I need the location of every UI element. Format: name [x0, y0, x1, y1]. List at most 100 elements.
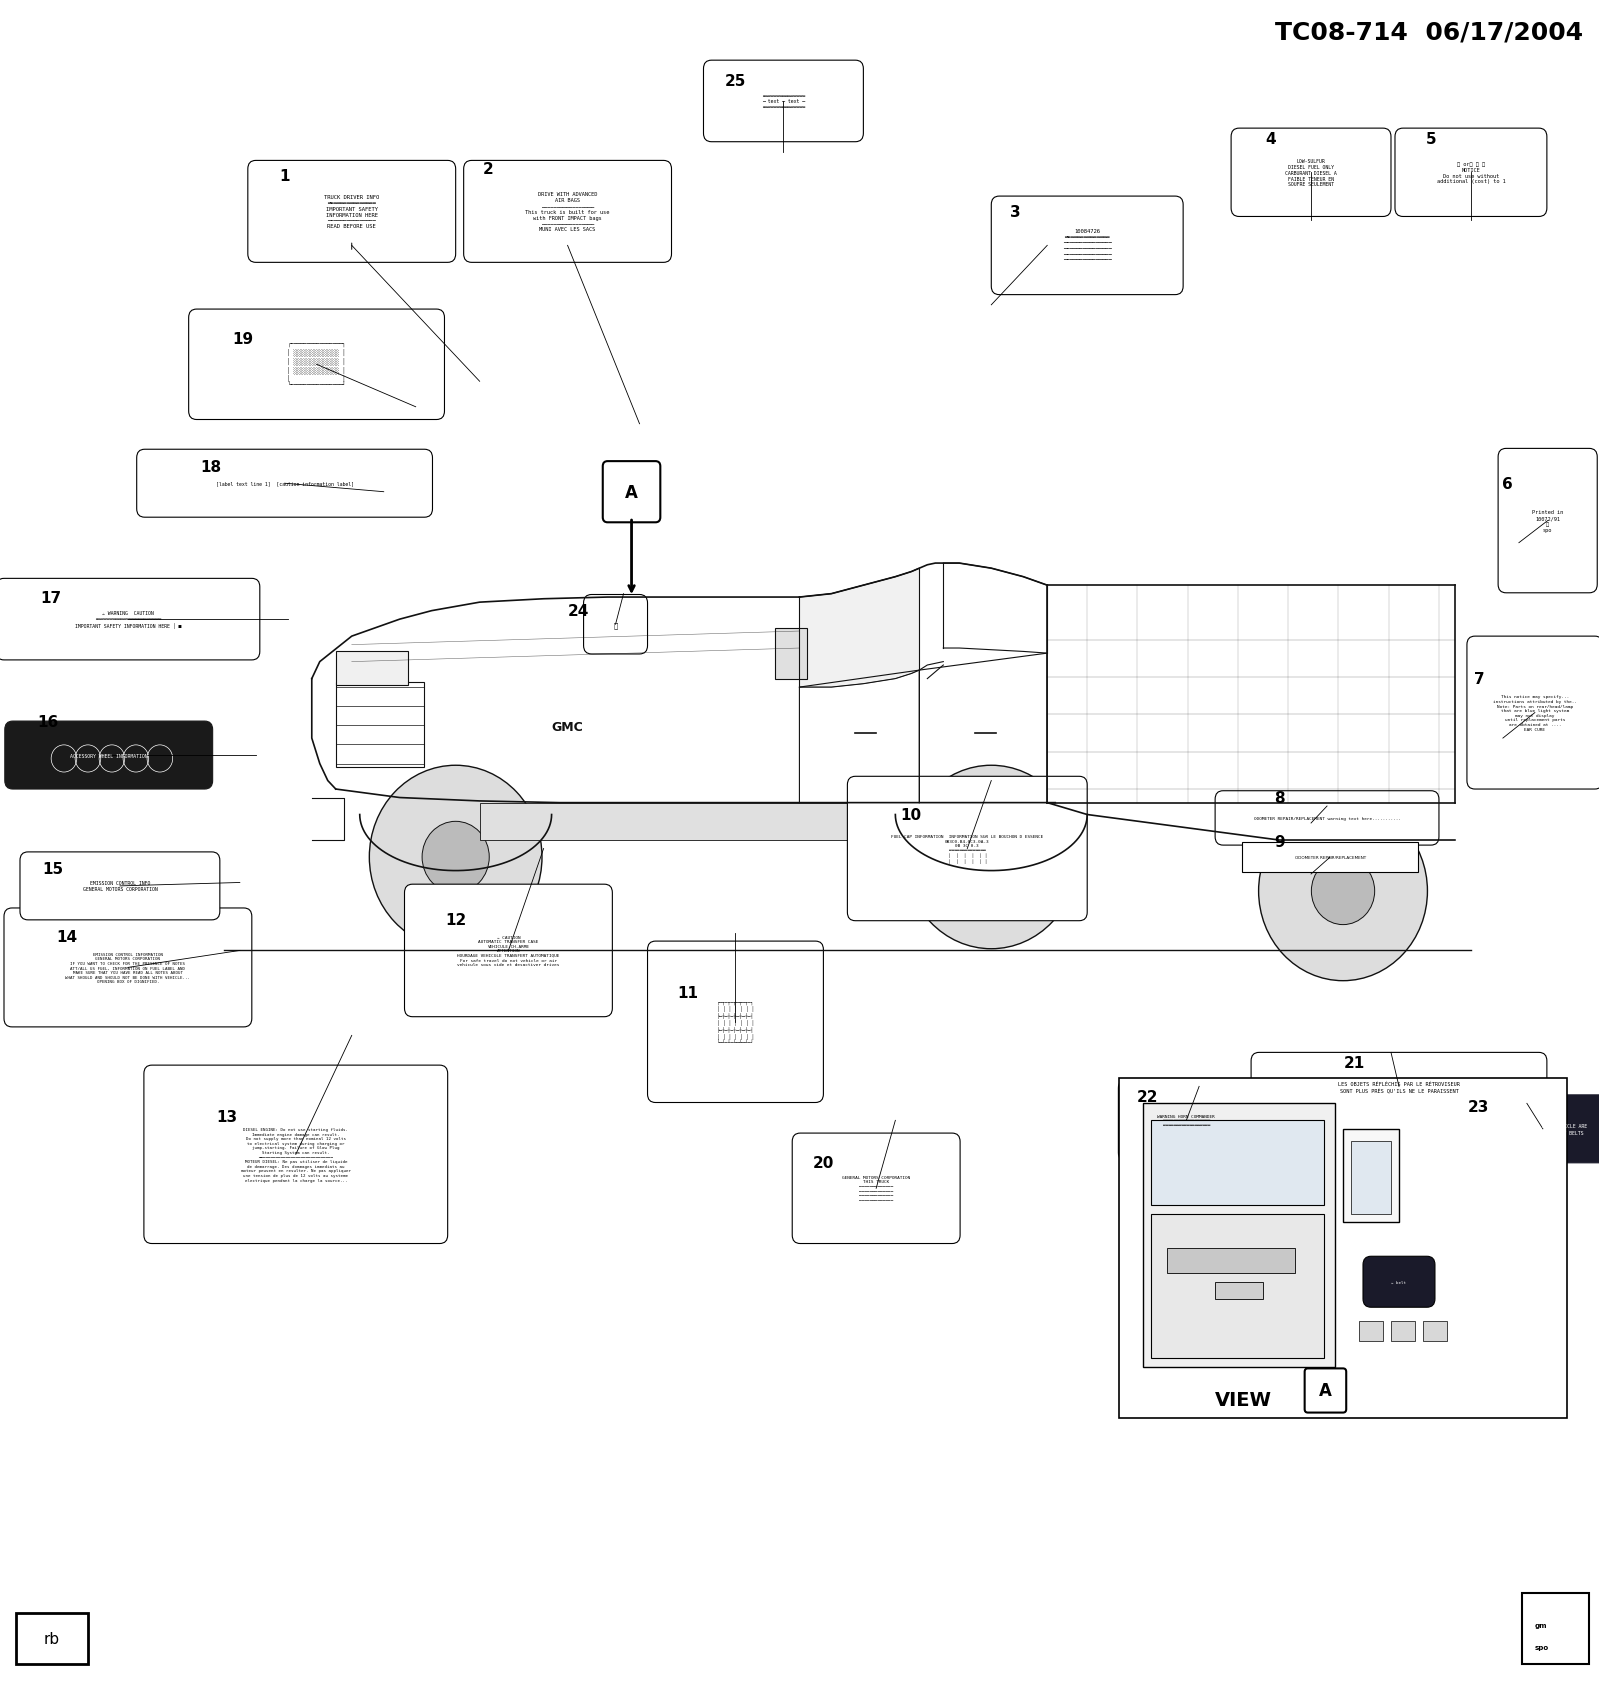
- Text: 2: 2: [482, 163, 493, 177]
- FancyBboxPatch shape: [1214, 791, 1438, 846]
- FancyBboxPatch shape: [1230, 129, 1390, 217]
- Circle shape: [906, 766, 1078, 949]
- Text: 15: 15: [42, 863, 64, 876]
- FancyBboxPatch shape: [1363, 1257, 1435, 1307]
- Text: 4: 4: [1266, 132, 1277, 146]
- Bar: [480, 803, 1032, 841]
- Text: ⚠ CAUTION
AUTOMATIC TRANSFER CASE
VEHICULE-CH-ARME
ATTENTION
HOURDAGE VEHICULE T: ⚠ CAUTION AUTOMATIC TRANSFER CASE VEHICU…: [458, 936, 560, 966]
- Text: 3: 3: [1010, 205, 1021, 219]
- FancyBboxPatch shape: [1395, 129, 1547, 217]
- Text: 20: 20: [813, 1156, 834, 1170]
- Text: 5: 5: [1426, 132, 1437, 146]
- FancyBboxPatch shape: [603, 462, 661, 523]
- Polygon shape: [800, 569, 920, 688]
- Text: EMISSION CONTROL INFORMATION
GENERAL MOTORS CORPORATION
IF YOU WANT TO CHECK FOR: EMISSION CONTROL INFORMATION GENERAL MOT…: [66, 953, 190, 983]
- Text: ⚠ OCCUPANTS OF THIS VEHICLE ARE
REQUIRED TO USE SAFETY BELTS: ⚠ OCCUPANTS OF THIS VEHICLE ARE REQUIRED…: [1498, 1124, 1587, 1134]
- FancyBboxPatch shape: [19, 852, 219, 920]
- Text: ODOMETER REPAIR/REPLACEMENT warning text here...........: ODOMETER REPAIR/REPLACEMENT warning text…: [1253, 817, 1400, 820]
- Text: A: A: [1318, 1382, 1331, 1399]
- Bar: [1422, 1321, 1446, 1341]
- Bar: [1142, 1104, 1334, 1367]
- Text: 18: 18: [200, 460, 222, 474]
- Text: DRIVE WITH ADVANCED
AIR BAGS
─────────────────
This truck is built for use
with : DRIVE WITH ADVANCED AIR BAGS ───────────…: [525, 192, 610, 233]
- Text: ⚠ WARNING  CAUTION
═══════════════════════
IMPORTANT SAFETY INFORMATION HERE │ ■: ⚠ WARNING CAUTION ══════════════════════…: [75, 611, 181, 628]
- Text: DIESEL ENGINE: Do not use starting fluids.
Immediate engine damage can result.
D: DIESEL ENGINE: Do not use starting fluid…: [240, 1127, 350, 1182]
- FancyBboxPatch shape: [248, 161, 456, 263]
- FancyBboxPatch shape: [1118, 1080, 1254, 1161]
- Circle shape: [422, 822, 490, 893]
- Text: 24: 24: [568, 604, 589, 618]
- FancyBboxPatch shape: [704, 61, 864, 143]
- FancyBboxPatch shape: [0, 579, 259, 661]
- Text: EMISSION CONTROL INFO
GENERAL MOTORS CORPORATION: EMISSION CONTROL INFO GENERAL MOTORS COR…: [83, 881, 157, 891]
- Text: 7: 7: [1474, 672, 1485, 686]
- FancyBboxPatch shape: [1251, 1053, 1547, 1121]
- Bar: [336, 683, 424, 767]
- Text: ODOMETER REPAIR/REPLACEMENT: ODOMETER REPAIR/REPLACEMENT: [1294, 856, 1366, 859]
- Text: 8: 8: [1274, 791, 1285, 805]
- Text: WARNING HORN COMMANDER
══════════════════
══════════════════: WARNING HORN COMMANDER ═════════════════…: [1157, 1114, 1216, 1127]
- Text: GENERAL MOTORS CORPORATION
THIS TRUCK
─────────────
─────────────
─────────────
: GENERAL MOTORS CORPORATION THIS TRUCK ──…: [842, 1175, 910, 1202]
- Circle shape: [1259, 801, 1427, 981]
- Bar: [1242, 842, 1418, 873]
- Text: 17: 17: [40, 591, 62, 604]
- FancyBboxPatch shape: [5, 722, 213, 790]
- FancyBboxPatch shape: [144, 1066, 448, 1243]
- Text: ⚠ belt: ⚠ belt: [1392, 1280, 1406, 1284]
- Text: 23: 23: [1469, 1100, 1490, 1114]
- Bar: [1166, 1248, 1294, 1274]
- Text: 12: 12: [445, 914, 466, 927]
- FancyBboxPatch shape: [792, 1134, 960, 1243]
- Text: 21: 21: [1344, 1056, 1365, 1070]
- Text: FUEL CAP INFORMATION  INFORMATION SUR LE BOUCHON D ESSENCE
0B3C0-B4-0C3-0A-3
0B : FUEL CAP INFORMATION INFORMATION SUR LE …: [891, 835, 1043, 863]
- Text: 13: 13: [216, 1110, 237, 1124]
- Circle shape: [370, 766, 542, 949]
- Text: This notice may specify...
instructions attributed by the..
Note: Parts on rear/: This notice may specify... instructions …: [1493, 694, 1578, 732]
- Text: spo: spo: [1534, 1644, 1549, 1650]
- Text: 10: 10: [901, 808, 922, 822]
- Bar: [1522, 1593, 1589, 1664]
- Text: GMC: GMC: [552, 720, 584, 734]
- Text: 22: 22: [1138, 1090, 1158, 1104]
- Bar: [16, 1613, 88, 1664]
- Bar: [1150, 1214, 1323, 1358]
- Text: TRUCK DRIVER INFO
═══════════════
IMPORTANT SAFETY
INFORMATION HERE
────────────: TRUCK DRIVER INFO ═══════════════ IMPORT…: [325, 195, 379, 229]
- Text: 25: 25: [725, 75, 746, 88]
- Bar: [1342, 1129, 1398, 1223]
- Bar: [1350, 1141, 1390, 1214]
- FancyBboxPatch shape: [189, 309, 445, 419]
- Circle shape: [1312, 857, 1374, 925]
- FancyBboxPatch shape: [1435, 1095, 1600, 1163]
- Text: LES OBJETS RÉFLÉCHIS PAR LE RÉTROVISEUR
SONT PLUS PRÈS QU'ILS NE LE PARAISSENT: LES OBJETS RÉFLÉCHIS PAR LE RÉTROVISEUR …: [1338, 1082, 1459, 1092]
- Text: A: A: [626, 484, 638, 501]
- FancyBboxPatch shape: [584, 596, 648, 654]
- Text: VIEW: VIEW: [1214, 1391, 1272, 1409]
- Text: gm: gm: [1534, 1622, 1547, 1628]
- Text: rb: rb: [43, 1632, 61, 1645]
- Text: ACCESSORY WHEEL INFORMATION: ACCESSORY WHEEL INFORMATION: [70, 754, 147, 757]
- Text: 14: 14: [56, 931, 78, 944]
- Bar: [1358, 1321, 1382, 1341]
- Text: ⛽ or⛽ 🔲 🔲
NOTICE
Do not use without
additional (cost) to 1: ⛽ or⛽ 🔲 🔲 NOTICE Do not use without addi…: [1437, 161, 1506, 185]
- Text: TC08-714  06/17/2004: TC08-714 06/17/2004: [1275, 20, 1582, 44]
- FancyBboxPatch shape: [848, 778, 1088, 920]
- Text: 10084726
══════════════
───────────────
───────────────
───────────────
────────: 10084726 ══════════════ ─────────────── …: [1062, 229, 1112, 263]
- FancyBboxPatch shape: [464, 161, 672, 263]
- Text: ═══════════════
─ text ─ text ─
═══════════════: ═══════════════ ─ text ─ text ─ ════════…: [762, 93, 805, 110]
- FancyBboxPatch shape: [3, 908, 251, 1027]
- Text: Printed in
10072/91
👤
spo: Printed in 10072/91 👤 spo: [1533, 509, 1563, 533]
- Text: 6: 6: [1502, 477, 1514, 491]
- Bar: [776, 628, 808, 679]
- Bar: [1390, 1321, 1414, 1341]
- FancyBboxPatch shape: [1304, 1369, 1346, 1413]
- Text: 11: 11: [677, 987, 698, 1000]
- Text: ┌────────────────┐
│ ░░░░░░░░░░░░░░ │
│ ░░░░░░░░░░░░░░ │
│ ░░░░░░░░░░░░░░ │
│   : ┌────────────────┐ │ ░░░░░░░░░░░░░░ │ │ …: [288, 341, 346, 389]
- FancyBboxPatch shape: [136, 450, 432, 518]
- Text: ┌─┬─┬─┬─┬─┬─┐
│ │ │ │ │ │ │
├─┼─┼─┼─┼─┼─┤
│ │ │ │ │ │ │
├─┼─┼─┼─┼─┼─┤
│ │ │ │ │ : ┌─┬─┬─┬─┬─┬─┐ │ │ │ │ │ │ │ ├─┼─┼─┼─┼─┼─…: [717, 1000, 754, 1044]
- Bar: [1118, 1078, 1566, 1418]
- Text: 1: 1: [280, 170, 290, 183]
- Text: 📦: 📦: [613, 621, 618, 628]
- Text: 19: 19: [232, 333, 253, 346]
- FancyBboxPatch shape: [1498, 450, 1597, 594]
- Bar: [1150, 1121, 1323, 1206]
